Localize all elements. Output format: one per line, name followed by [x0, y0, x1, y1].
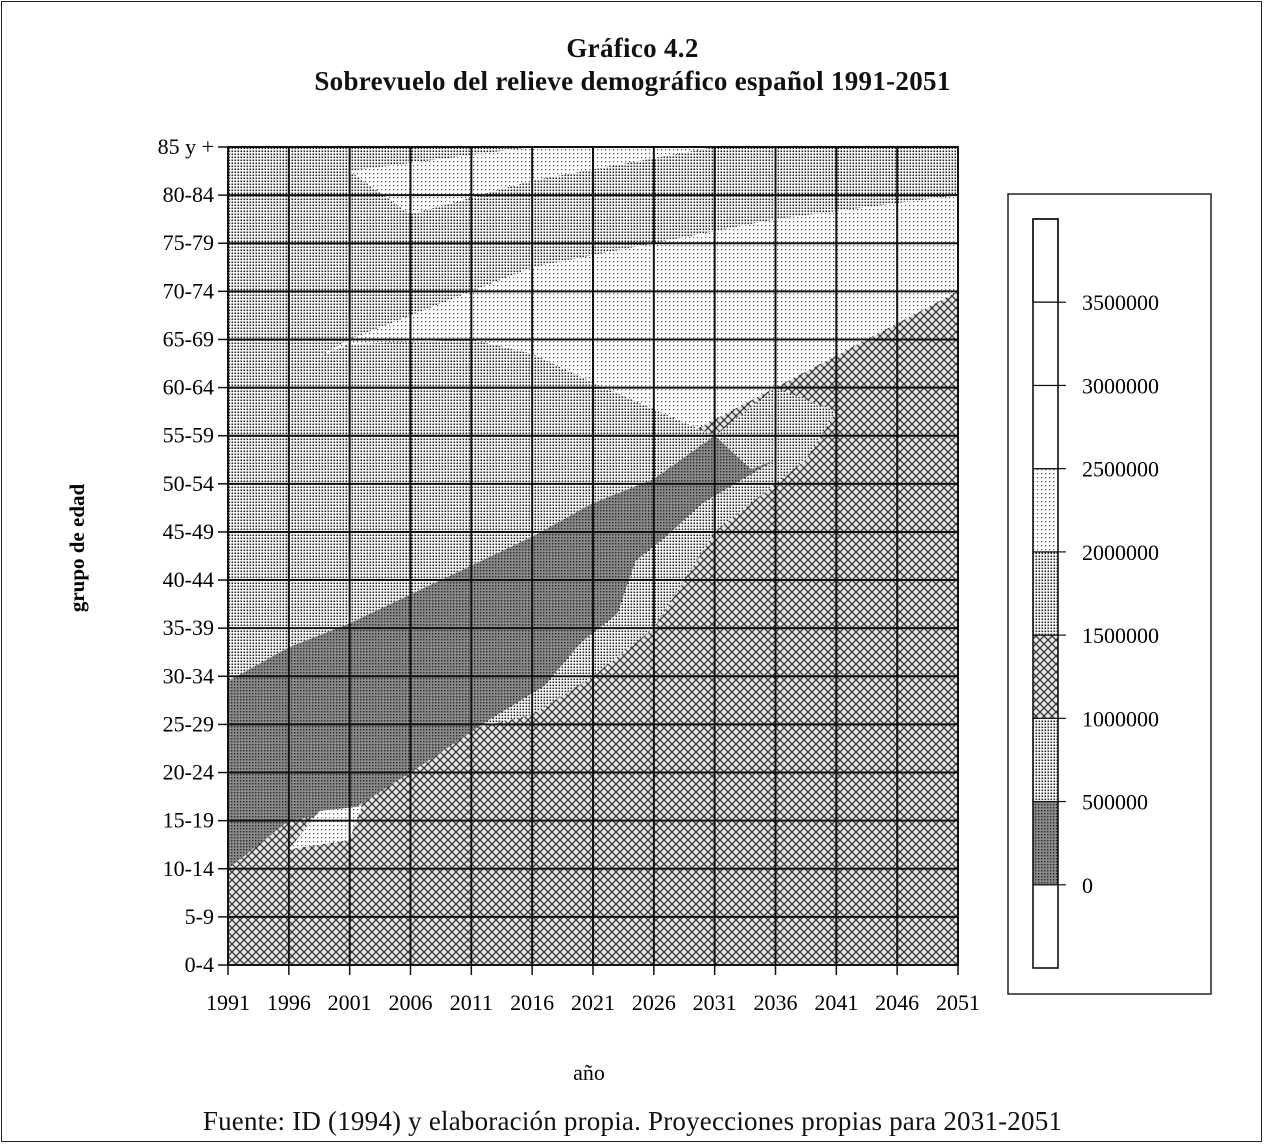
- legend-swatch: [1032, 717, 1059, 803]
- source-note: Fuente: ID (1994) y elaboración propia. …: [202, 1106, 1063, 1136]
- legend: 0 500000 1000000 1500000 2000000 2500000 30000…: [1007, 193, 1212, 995]
- legend-labels: 0 500000 1000000 1500000 2000000 2500000 30000…: [1058, 290, 1159, 898]
- y-tick-label: 55-59: [163, 423, 214, 448]
- legend-label: 1500000: [1082, 623, 1159, 648]
- legend-swatch: [1032, 384, 1059, 470]
- x-tick-label: 2031: [693, 990, 737, 1015]
- y-tick-label: 70-74: [163, 278, 214, 303]
- x-tick-label: 2051: [936, 990, 980, 1015]
- x-axis-label: año: [573, 1060, 605, 1085]
- legend-label: 3000000: [1082, 373, 1159, 398]
- x-tick-label: 2006: [389, 990, 433, 1015]
- x-tick-label: 2011: [450, 990, 493, 1015]
- y-tick-label: 0-4: [185, 952, 214, 977]
- y-tick-label: 60-64: [163, 375, 214, 400]
- legend-swatch: [1032, 884, 1059, 969]
- legend-label: 2500000: [1082, 457, 1159, 482]
- x-tick-label: 2041: [814, 990, 858, 1015]
- y-tick-label: 20-24: [163, 760, 214, 785]
- y-tick-label: 10-14: [163, 856, 214, 881]
- x-tick-label: 2001: [328, 990, 372, 1015]
- legend-swatch: [1032, 634, 1059, 719]
- y-tick-label: 25-29: [163, 711, 214, 736]
- chart-subtitle: Sobrevuelo del relieve demográfico españ…: [314, 66, 951, 96]
- y-tick-label: 75-79: [163, 230, 214, 255]
- region-ridge-spot: [288, 806, 362, 850]
- x-tick-label: 2016: [510, 990, 554, 1015]
- y-tick-label: 15-19: [163, 808, 214, 833]
- legend-swatch: [1032, 800, 1059, 886]
- legend-label: 500000: [1082, 790, 1148, 815]
- y-tick-label: 5-9: [185, 904, 214, 929]
- y-tick-label: 45-49: [163, 519, 214, 544]
- legend-label: 2000000: [1082, 540, 1159, 565]
- y-axis-label: grupo de edad: [65, 484, 89, 613]
- y-tick-label: 50-54: [163, 471, 214, 496]
- legend-label: 3500000: [1082, 290, 1159, 315]
- y-tick-label: 80-84: [163, 182, 214, 207]
- legend-swatch: [1032, 301, 1059, 387]
- legend-label: 0: [1082, 873, 1093, 898]
- y-tick-label: 65-69: [163, 326, 214, 351]
- x-tick-labels: 1991 1996 2001 2006 2011 2016 2021 2026 2031 2036…: [206, 990, 980, 1015]
- legend-bar-border: [1032, 218, 1059, 969]
- legend-swatch: [1032, 551, 1059, 636]
- x-tick-label: 2036: [754, 990, 798, 1015]
- y-tick-label: 30-34: [163, 663, 214, 688]
- x-tick-label: 1991: [206, 990, 250, 1015]
- y-tick-label: 85 y +: [158, 134, 214, 159]
- x-tick-label: 1996: [267, 990, 311, 1015]
- x-tick-label: 2046: [875, 990, 919, 1015]
- y-tick-labels: 0-4 5-9 10-14 15-19 20-24 25-29 30-34 35-39 40-4…: [158, 134, 214, 977]
- y-tick-label: 40-44: [163, 567, 214, 592]
- y-tick-label: 35-39: [163, 615, 214, 640]
- x-tick-label: 2026: [632, 990, 676, 1015]
- legend-swatch-top: [1032, 218, 1059, 303]
- chart-title: Gráfico 4.2: [566, 33, 699, 63]
- x-tick-label: 2021: [571, 990, 615, 1015]
- axes: [218, 146, 959, 975]
- region-3000000-3500000-ridge: [228, 435, 776, 869]
- legend-label: 1000000: [1082, 706, 1159, 731]
- legend-swatch: [1032, 468, 1059, 553]
- legend-colorbar: [1032, 218, 1059, 969]
